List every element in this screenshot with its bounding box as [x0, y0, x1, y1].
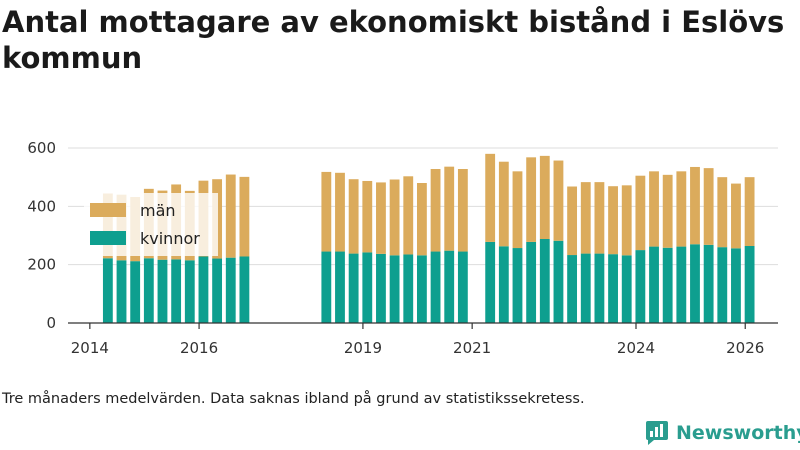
- bar-man: [526, 157, 537, 242]
- bar-kvinnor: [198, 256, 209, 323]
- bar-kvinnor: [744, 246, 755, 323]
- x-tick-label: 2021: [453, 339, 491, 357]
- bar-kvinnor: [157, 259, 168, 323]
- legend-label: män: [140, 201, 176, 220]
- bar-kvinnor: [539, 239, 550, 323]
- bar-kvinnor: [703, 244, 714, 323]
- bar-man: [539, 155, 550, 239]
- legend-label: kvinnor: [140, 229, 200, 248]
- bar-kvinnor: [116, 260, 127, 323]
- bar-kvinnor: [143, 258, 154, 323]
- bar-man: [635, 175, 646, 251]
- bar-man: [567, 186, 578, 256]
- legend-swatch: [90, 231, 126, 245]
- bar-man: [553, 160, 564, 241]
- bar-man: [362, 180, 373, 253]
- bar-man: [457, 169, 468, 252]
- bar-man: [744, 177, 755, 246]
- legend-swatch: [90, 203, 126, 217]
- footnote: Tre månaders medelvärden. Data saknas ib…: [2, 391, 585, 407]
- bar-kvinnor: [731, 248, 741, 323]
- bar-kvinnor: [403, 254, 414, 323]
- bar-man: [239, 176, 250, 257]
- x-tick-label: 2024: [617, 339, 655, 357]
- x-tick-label: 2016: [180, 339, 218, 357]
- bar-man: [498, 161, 509, 247]
- newsworthy-icon: [646, 421, 668, 445]
- bar-kvinnor: [389, 255, 400, 323]
- brand-name: Newsworthy: [676, 422, 800, 444]
- legend: män kvinnor: [84, 193, 218, 256]
- bar-man: [430, 169, 441, 252]
- bar-man: [594, 182, 605, 254]
- bar-man: [348, 179, 359, 254]
- bar-kvinnor: [594, 253, 605, 323]
- bar-man: [389, 179, 400, 256]
- bar-kvinnor: [621, 255, 632, 323]
- bar-kvinnor: [171, 259, 182, 323]
- bar-kvinnor: [457, 251, 468, 323]
- y-tick-label: 0: [46, 314, 56, 332]
- bar-kvinnor: [416, 255, 427, 323]
- bar-man: [444, 166, 455, 251]
- y-tick-label: 400: [27, 197, 56, 215]
- x-axis: 2014 2016 2019 2021 2024 2026: [68, 322, 778, 357]
- bar-kvinnor: [102, 258, 113, 323]
- bar-man: [376, 182, 386, 254]
- x-tick-label: 2026: [726, 339, 764, 357]
- bar-man: [485, 153, 496, 242]
- bar-kvinnor: [362, 252, 373, 323]
- bar-man: [335, 172, 345, 252]
- brand-logo: Newsworthy: [645, 420, 800, 446]
- bar-kvinnor: [649, 246, 659, 323]
- bar-man: [608, 186, 618, 255]
- bar-kvinnor: [676, 246, 687, 323]
- bar-man: [225, 174, 236, 258]
- bar-kvinnor: [348, 253, 359, 323]
- y-tick-label: 200: [27, 256, 56, 274]
- bar-kvinnor: [512, 248, 523, 323]
- bar-man: [690, 166, 700, 245]
- bar-man: [717, 177, 728, 248]
- bar-kvinnor: [662, 247, 673, 323]
- y-axis: 0 200 400 600: [27, 139, 56, 332]
- bar-kvinnor: [485, 241, 496, 323]
- bar-man: [512, 171, 523, 249]
- bar-kvinnor: [239, 256, 250, 323]
- x-tick-label: 2019: [344, 339, 382, 357]
- bar-kvinnor: [212, 258, 223, 323]
- bar-kvinnor: [717, 247, 728, 323]
- bar-kvinnor: [608, 254, 618, 323]
- bar-man: [321, 171, 332, 252]
- bar-kvinnor: [567, 255, 578, 323]
- chart-title: Antal mottagare av ekonomiskt bistånd i …: [2, 5, 785, 75]
- bar-kvinnor: [130, 261, 141, 323]
- bar-kvinnor: [430, 251, 441, 323]
- bar-kvinnor: [553, 240, 564, 323]
- bar-kvinnor: [526, 241, 537, 323]
- bar-kvinnor: [225, 257, 236, 323]
- bar-kvinnor: [498, 246, 509, 323]
- bar-kvinnor: [690, 244, 700, 323]
- bar-kvinnor: [335, 251, 345, 323]
- bar-man: [403, 176, 414, 255]
- bar-kvinnor: [184, 260, 195, 323]
- bar-kvinnor: [376, 253, 386, 323]
- bar-man: [621, 185, 632, 256]
- y-tick-label: 600: [27, 139, 56, 157]
- bar-man: [580, 182, 591, 254]
- bar-kvinnor: [635, 250, 646, 323]
- x-tick-label: 2014: [71, 339, 109, 357]
- bar-man: [662, 174, 673, 248]
- bar-kvinnor: [444, 250, 455, 323]
- bar-man: [649, 171, 659, 247]
- bar-kvinnor: [321, 251, 332, 323]
- bar-kvinnor: [580, 253, 591, 323]
- bar-man: [703, 168, 714, 245]
- bar-man: [731, 183, 741, 249]
- bar-man: [416, 183, 427, 256]
- bar-man: [676, 171, 687, 247]
